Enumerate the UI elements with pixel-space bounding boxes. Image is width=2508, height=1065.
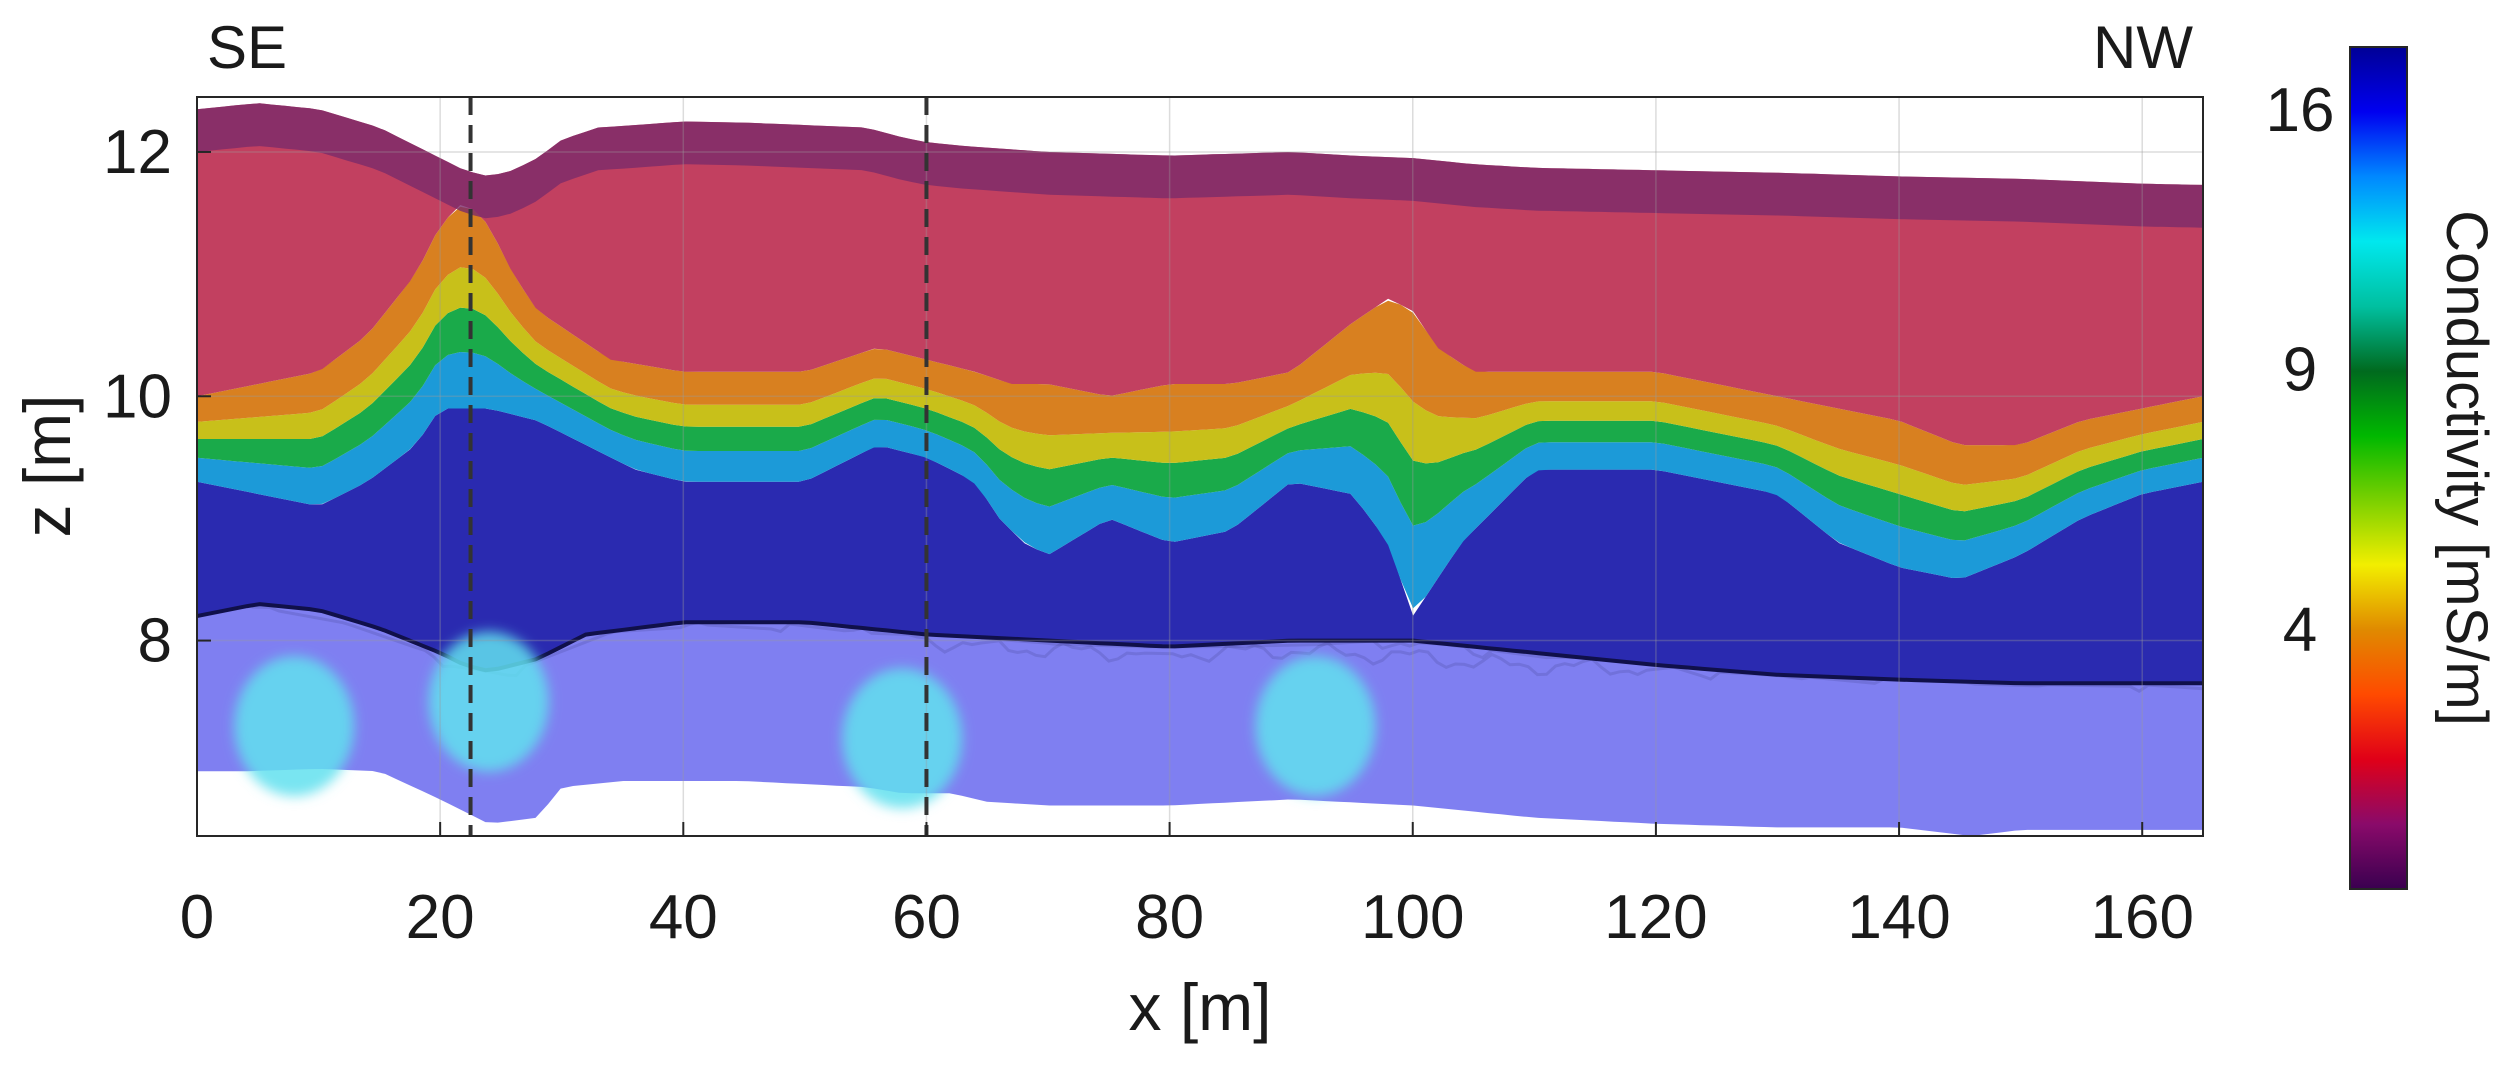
colorbar-label: Conductivity [mS/m] [2434, 210, 2499, 726]
anomaly-3 [842, 668, 963, 809]
y-tick-label-10: 10 [103, 362, 172, 431]
x-tick-label-40: 40 [649, 883, 718, 952]
x-tick-label-60: 60 [892, 883, 961, 952]
colorbar-tick-label-9: 9 [2283, 336, 2317, 405]
anomaly-2 [428, 631, 549, 772]
plot-frame [196, 96, 2204, 837]
y-axis-label: z [m] [10, 395, 84, 538]
vertical-marker-lines [468, 97, 929, 836]
conductivity-layers [197, 103, 2203, 836]
anomaly-4 [1255, 656, 1376, 797]
corner-label-right: NW [2093, 14, 2193, 81]
x-tick-label-120: 120 [1604, 883, 1707, 952]
conductive-zone [197, 408, 2203, 684]
colorbar-tick-label-16: 16 [2266, 76, 2335, 145]
green-band [197, 307, 2203, 541]
anomaly-1 [234, 656, 355, 797]
plot-area [197, 103, 2203, 836]
y-tick-label-12: 12 [103, 118, 172, 187]
deep-zone [197, 604, 2203, 836]
x-tick-label-0: 0 [180, 883, 214, 952]
near-surface-zone [197, 103, 2203, 228]
corner-label-left: SE [207, 14, 287, 81]
orange-band [197, 206, 2203, 485]
yellow-band [197, 267, 2203, 512]
colorbar-ticks: 4 9 16 [2266, 76, 2335, 664]
reflector-34 [251, 605, 2203, 694]
x-tick-label-80: 80 [1135, 883, 1204, 952]
x-tick-label-160: 160 [2090, 883, 2193, 952]
colorbar-tick-label-4: 4 [2283, 595, 2317, 664]
x-tick-label-20: 20 [406, 883, 475, 952]
x-tick-label-100: 100 [1361, 883, 1464, 952]
colorbar [2349, 46, 2408, 890]
x-tick-label-140: 140 [1847, 883, 1950, 952]
deep-conductive-anomalies [234, 631, 1376, 809]
y-tick-label-8: 8 [138, 607, 172, 676]
x-axis-label: x [m] [1129, 970, 1272, 1044]
x-axis-ticks: 0 20 40 60 80 100 120 140 160 [180, 822, 2194, 952]
y-axis-ticks: 8 10 12 [103, 118, 211, 676]
